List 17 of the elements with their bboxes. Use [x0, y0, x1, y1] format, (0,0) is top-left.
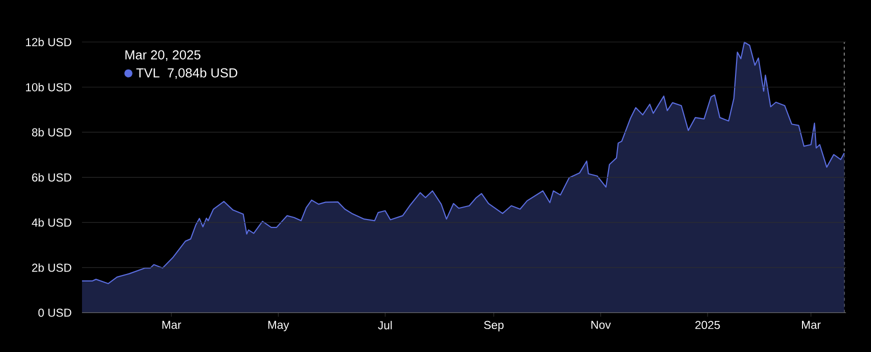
- y-tick-label: 2b USD: [32, 263, 72, 272]
- y-tick-label: 8b USD: [32, 128, 72, 136]
- x-tick-label: May: [268, 320, 290, 332]
- x-tick-label: Mar: [162, 320, 182, 329]
- y-tick-label: 4b USD: [32, 218, 72, 227]
- y-tick-label: 0 USD: [38, 308, 72, 317]
- annotation: 7,084b USD: [168, 68, 238, 79]
- y-tick-label: 6b USD: [32, 173, 72, 182]
- annotation: Mar 20, 2025: [125, 50, 200, 61]
- y-tick-label: 10b USD: [26, 82, 72, 92]
- x-tick-label: Jul: [378, 320, 392, 330]
- x-tick-label: Mar: [802, 320, 821, 329]
- x-tick-label: Sep: [484, 320, 504, 332]
- x-tick-label: Nov: [591, 320, 611, 329]
- legend-label: TVL: [136, 68, 160, 78]
- x-tick-label: 2025: [695, 320, 720, 330]
- y-tick-label: 12b USD: [26, 38, 72, 46]
